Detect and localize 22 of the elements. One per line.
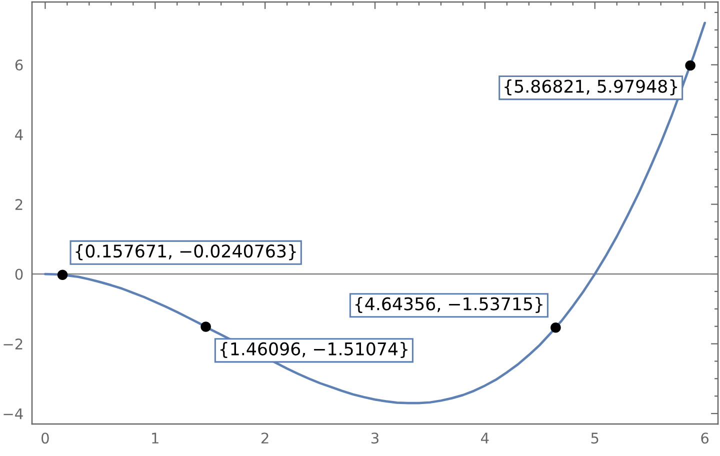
x-tick-label: 4 <box>481 432 489 444</box>
y-tick-label: 4 <box>15 129 23 140</box>
x-tick-label: 1 <box>152 432 158 444</box>
x-tick-label: 3 <box>371 432 378 444</box>
x-tick-label: 0 <box>42 432 49 444</box>
annotation: {0.157671, −0.0240763} <box>76 244 296 260</box>
y-tick-label: 6 <box>15 59 23 71</box>
y-tick-label: −2 <box>4 338 22 350</box>
x-tick-label: 5 <box>591 432 598 444</box>
annotation: {1.46096, −1.51074} <box>220 342 408 358</box>
point <box>550 322 561 333</box>
line-series <box>44 22 706 404</box>
annotation: {4.64356, −1.53715} <box>355 296 542 313</box>
y-tick-label: 2 <box>15 199 22 210</box>
annotation: {5.86821, 5.97948} <box>504 79 678 96</box>
y-tick-label: 0 <box>15 268 23 280</box>
x-tick-label: 6 <box>701 432 709 444</box>
x-tick-label: 2 <box>261 432 268 444</box>
y-tick-label: −4 <box>4 408 23 420</box>
point <box>57 270 68 280</box>
point <box>200 322 211 332</box>
point <box>685 60 696 71</box>
